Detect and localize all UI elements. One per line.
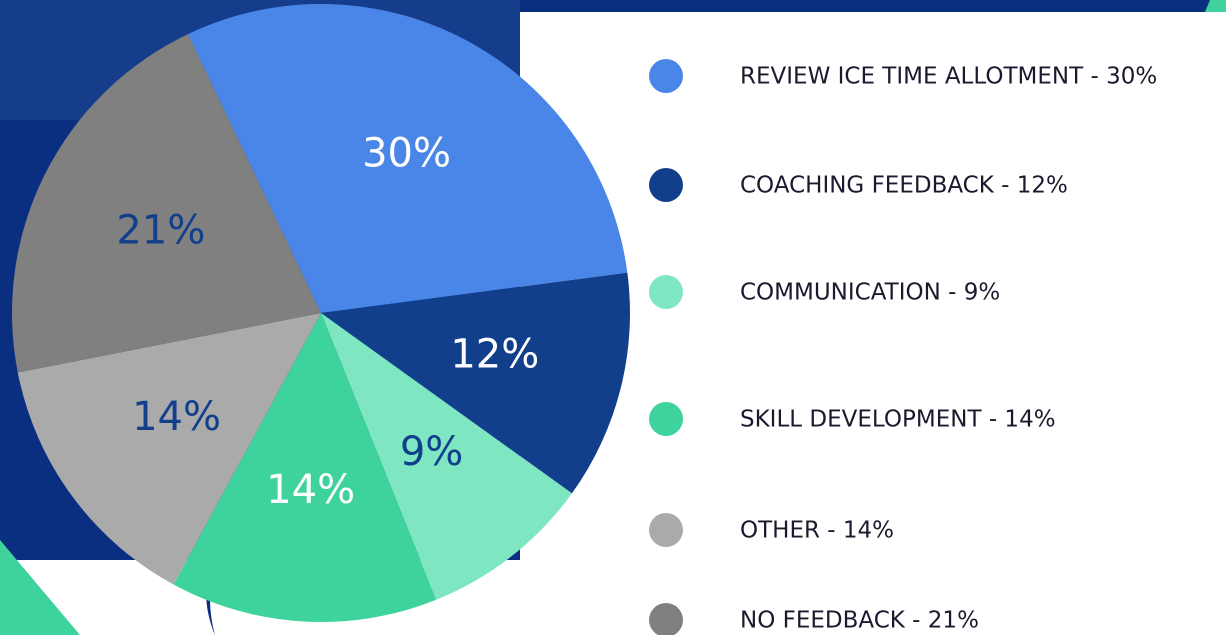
legend-swatch bbox=[649, 402, 683, 436]
top-bar bbox=[520, 0, 1210, 12]
legend-label: COMMUNICATION - 9% bbox=[740, 280, 1000, 306]
legend-swatch bbox=[649, 513, 683, 547]
slice-label: 9% bbox=[400, 429, 463, 475]
pie: 30% 12% 9% 14% 14% 21% bbox=[12, 3, 630, 622]
pie-slice bbox=[173, 313, 437, 622]
pie-slice bbox=[17, 313, 321, 585]
pie-slice bbox=[321, 313, 572, 600]
legend: REVIEW ICE TIME ALLOTMENT - 30% COACHING … bbox=[649, 59, 1157, 635]
legend-label: SKILL DEVELOPMENT - 14% bbox=[740, 407, 1056, 433]
slice-label: 21% bbox=[116, 207, 205, 253]
legend-swatch bbox=[649, 275, 683, 309]
pie-slice bbox=[321, 272, 630, 494]
legend-swatch bbox=[649, 603, 683, 635]
legend-label: OTHER - 14% bbox=[740, 518, 894, 544]
pie-slice bbox=[187, 3, 628, 313]
slice-label: 14% bbox=[132, 394, 221, 440]
legend-swatch bbox=[649, 168, 683, 202]
legend-label: NO FEEDBACK - 21% bbox=[740, 608, 979, 634]
bottom-accent bbox=[0, 540, 80, 635]
slice-label: 12% bbox=[450, 332, 539, 378]
legend-swatch bbox=[649, 59, 683, 93]
legend-label: REVIEW ICE TIME ALLOTMENT - 30% bbox=[740, 64, 1157, 90]
corner-accent bbox=[1205, 0, 1226, 12]
slice-label: 30% bbox=[362, 130, 451, 176]
pie-slice bbox=[12, 34, 322, 373]
slice-label: 14% bbox=[266, 467, 355, 513]
legend-label: COACHING FEEDBACK - 12% bbox=[740, 173, 1068, 199]
